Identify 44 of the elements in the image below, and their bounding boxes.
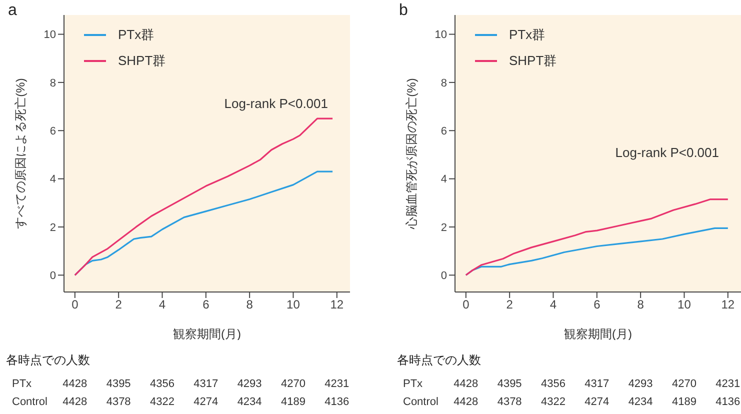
x-tick-label: 0 — [462, 298, 470, 312]
chart-title: a — [8, 2, 17, 20]
y-tick-label: 0 — [440, 270, 447, 282]
y-tick-label: 8 — [440, 77, 447, 90]
x-tick-label: 8 — [637, 298, 644, 312]
y-tick-label: 6 — [440, 126, 447, 138]
x-tick-label: 2 — [506, 298, 514, 312]
annotation: Log-rank P<0.001 — [224, 96, 328, 111]
y-tick-label: 10 — [434, 29, 447, 42]
legend-label: PTx群 — [509, 26, 546, 44]
legend-label: SHPT群 — [118, 52, 166, 70]
x-tick-label: 10 — [678, 298, 692, 312]
x-tick-label: 12 — [721, 298, 735, 312]
x-tick-label: 6 — [202, 298, 210, 312]
x-tick-label: 8 — [246, 298, 254, 312]
x-tick-label: 0 — [72, 298, 79, 312]
x-tick-label: 6 — [594, 298, 601, 312]
line-series — [74, 118, 334, 276]
text: Control 4428 4378 4322 4274 4234 4189 4136 — [12, 396, 350, 408]
text: PTx 4428 4395 4356 4317 4293 4270 4231 — [12, 378, 350, 390]
x-tick-label: 12 — [330, 298, 344, 312]
x-tick-label: 2 — [115, 298, 122, 312]
y-tick-label: 6 — [50, 126, 56, 138]
annotation: Log-rank P<0.001 — [615, 145, 719, 160]
y-tick-label: 0 — [50, 270, 56, 282]
y-axis-title: すべての原因による死亡(%) — [13, 78, 28, 229]
legend-label: SHPT群 — [509, 52, 557, 70]
text: Control 4428 4378 4322 4274 4234 4189 4136 — [403, 396, 740, 408]
x-tick-label: 10 — [286, 298, 300, 312]
text: 各時点での人数 — [397, 352, 481, 369]
x-tick-label: 4 — [158, 298, 166, 312]
y-tick-label: 10 — [44, 29, 56, 42]
y-tick-label: 4 — [50, 174, 56, 186]
y-tick-label: 8 — [50, 77, 56, 90]
y-tick-label: 4 — [440, 174, 447, 186]
x-tick-label: 4 — [550, 298, 557, 312]
y-axis-title: 心脳血管死が原因の死亡(%) — [404, 78, 418, 230]
text: PTx 4428 4395 4356 4317 4293 4270 4231 — [403, 378, 740, 390]
legend-label: PTx群 — [118, 26, 154, 44]
text: 各時点での人数 — [6, 352, 90, 369]
y-tick-label: 2 — [50, 222, 56, 234]
y-tick-label: 2 — [440, 222, 447, 234]
chart-title: b — [399, 2, 408, 20]
line-series — [465, 198, 729, 276]
